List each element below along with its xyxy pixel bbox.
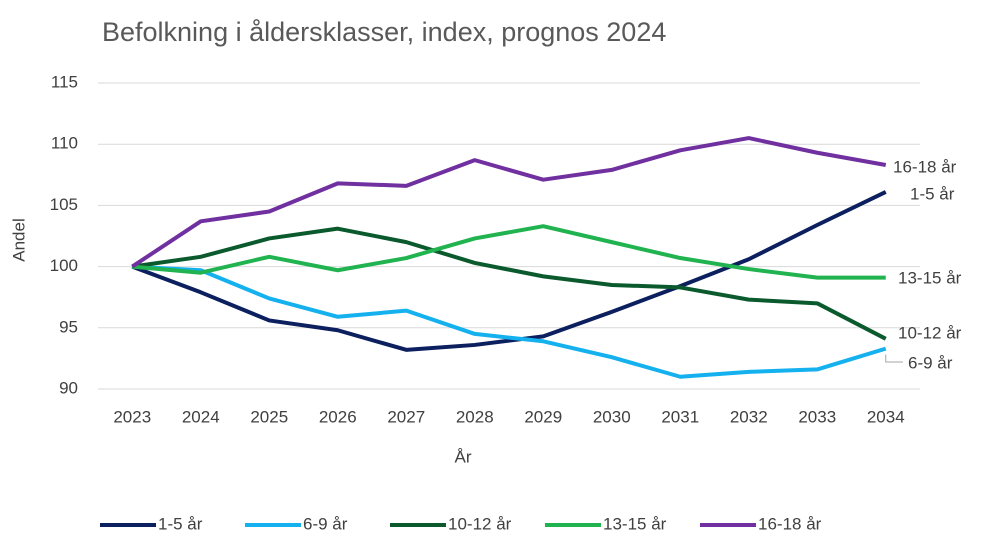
- x-tick-label: 2032: [730, 407, 768, 426]
- x-tick-label: 2031: [661, 407, 699, 426]
- line-series: [132, 264, 887, 379]
- legend-label: 1-5 år: [158, 514, 203, 533]
- x-tick-label: 2028: [456, 407, 494, 426]
- x-tick-label: 2027: [387, 407, 425, 426]
- legend-label: 6-9 år: [303, 514, 348, 533]
- legend-label: 16-18 år: [758, 514, 822, 533]
- x-tick-label: 2029: [524, 407, 562, 426]
- line-series: [131, 190, 887, 352]
- line-series: [131, 226, 887, 341]
- chart-title: Befolkning i åldersklasser, index, progn…: [102, 17, 666, 47]
- legend-label: 10-12 år: [448, 514, 512, 533]
- y-axis-title: Andel: [9, 218, 28, 261]
- x-tick-label: 2030: [593, 407, 631, 426]
- y-tick-label: 110: [51, 134, 78, 153]
- x-tick-label: 2026: [319, 407, 357, 426]
- line-series: [131, 136, 887, 269]
- end-label: 1-5 år: [910, 184, 955, 203]
- end-label: 10-12 år: [898, 323, 962, 342]
- x-tick-label: 2033: [798, 407, 836, 426]
- line-series: [132, 224, 886, 280]
- x-tick-label: 2025: [250, 407, 288, 426]
- legend-label: 13-15 år: [603, 514, 667, 533]
- x-tick-label: 2034: [867, 407, 905, 426]
- y-tick-label: 90: [59, 378, 78, 397]
- x-tick-label: 2024: [182, 407, 220, 426]
- end-label: 16-18 år: [893, 157, 957, 176]
- y-tick-label: 100: [50, 256, 78, 275]
- end-label: 13-15 år: [898, 268, 962, 287]
- x-tick-label: 2023: [113, 407, 151, 426]
- y-tick-label: 115: [51, 72, 78, 91]
- end-label: 6-9 år: [908, 353, 953, 372]
- x-axis-title: År: [455, 447, 472, 466]
- y-tick-label: 105: [50, 195, 78, 214]
- y-tick-label: 95: [59, 317, 78, 336]
- leader-line: [885, 354, 903, 363]
